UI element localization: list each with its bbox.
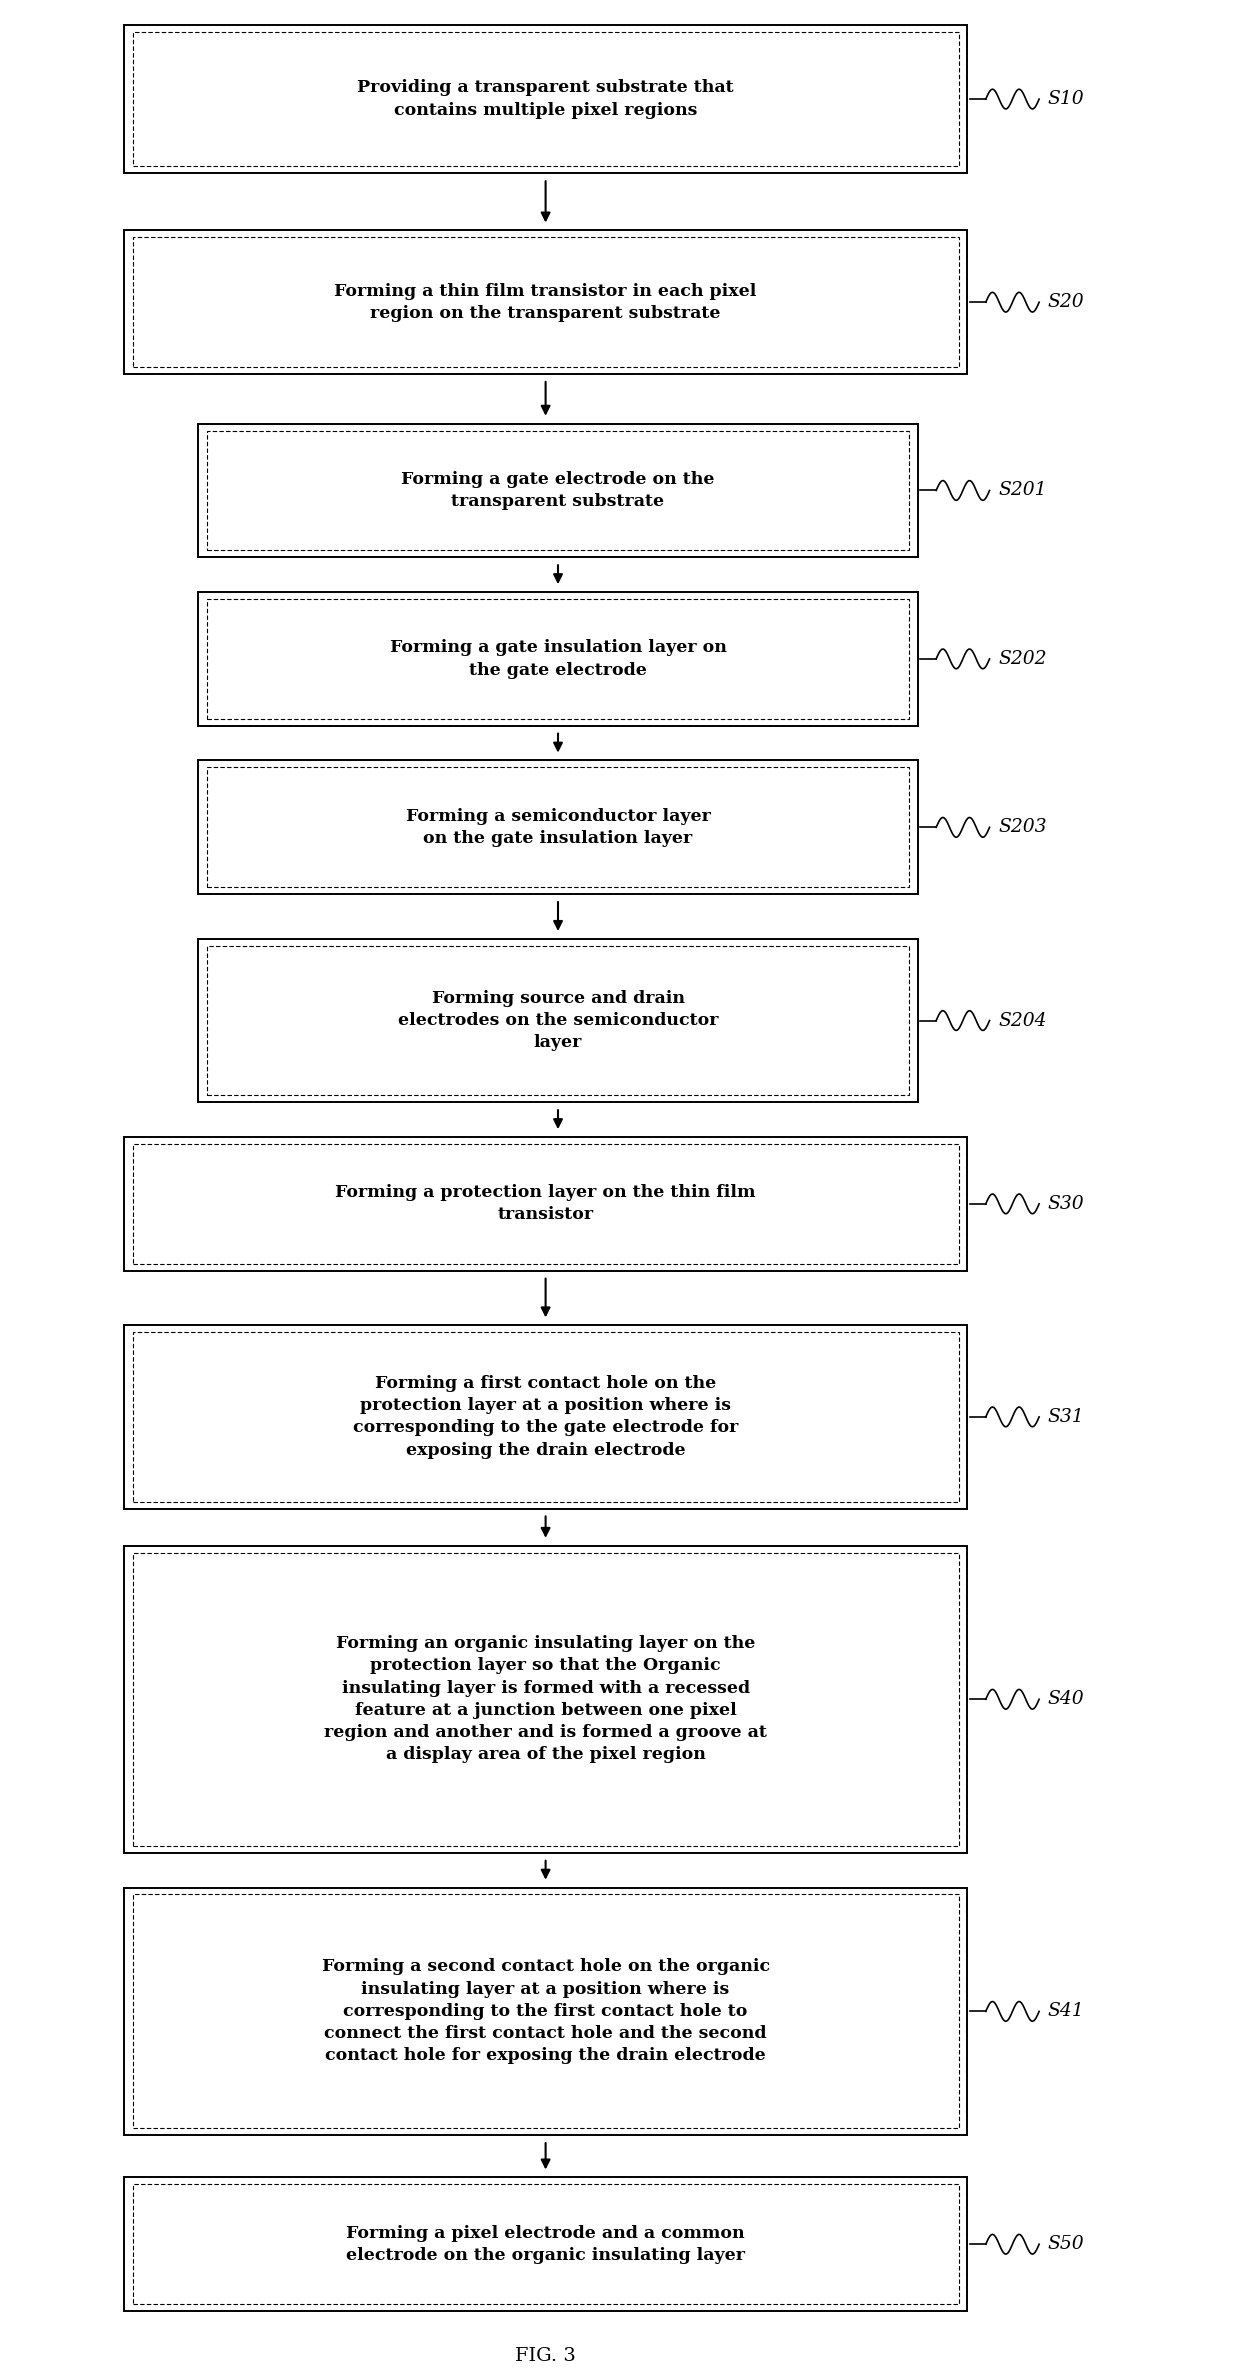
Bar bbox=[124, 24, 967, 174]
Bar bbox=[133, 1895, 959, 2128]
Bar bbox=[207, 430, 909, 549]
Text: S50: S50 bbox=[1048, 2235, 1085, 2254]
Text: S30: S30 bbox=[1048, 1194, 1085, 1213]
Text: Providing a transparent substrate that
contains multiple pixel regions: Providing a transparent substrate that c… bbox=[357, 78, 734, 119]
Bar bbox=[124, 1888, 967, 2135]
Bar bbox=[133, 238, 959, 366]
Text: Forming a first contact hole on the
protection layer at a position where is
corr: Forming a first contact hole on the prot… bbox=[353, 1374, 738, 1458]
Text: Forming a protection layer on the thin film
transistor: Forming a protection layer on the thin f… bbox=[335, 1184, 756, 1222]
Text: S20: S20 bbox=[1048, 292, 1085, 312]
Text: Forming an organic insulating layer on the
protection layer so that the Organic
: Forming an organic insulating layer on t… bbox=[324, 1636, 768, 1762]
Text: Forming a second contact hole on the organic
insulating layer at a position wher: Forming a second contact hole on the org… bbox=[321, 1959, 770, 2064]
Bar bbox=[198, 592, 918, 725]
Text: Forming source and drain
electrodes on the semiconductor
layer: Forming source and drain electrodes on t… bbox=[398, 989, 718, 1051]
Bar bbox=[124, 2178, 967, 2311]
Text: S202: S202 bbox=[998, 649, 1047, 668]
Text: S204: S204 bbox=[998, 1011, 1047, 1030]
Text: Forming a pixel electrode and a common
electrode on the organic insulating layer: Forming a pixel electrode and a common e… bbox=[346, 2226, 745, 2264]
Bar bbox=[133, 1144, 959, 1263]
Bar bbox=[124, 1137, 967, 1270]
Bar bbox=[124, 1325, 967, 1508]
Text: Forming a semiconductor layer
on the gate insulation layer: Forming a semiconductor layer on the gat… bbox=[405, 809, 711, 847]
Text: S31: S31 bbox=[1048, 1408, 1085, 1427]
Bar bbox=[133, 2185, 959, 2304]
Text: Forming a gate electrode on the
transparent substrate: Forming a gate electrode on the transpar… bbox=[402, 471, 714, 509]
Text: FIG. 3: FIG. 3 bbox=[515, 2347, 577, 2366]
Bar bbox=[207, 768, 909, 887]
Bar bbox=[133, 1332, 959, 1501]
Bar bbox=[124, 231, 967, 373]
Text: S10: S10 bbox=[1048, 90, 1085, 107]
Bar bbox=[207, 946, 909, 1096]
Bar bbox=[133, 1553, 959, 1845]
Bar bbox=[198, 939, 918, 1103]
Bar bbox=[207, 599, 909, 718]
Bar bbox=[198, 761, 918, 894]
Bar bbox=[124, 1546, 967, 1852]
Bar bbox=[133, 31, 959, 166]
Bar bbox=[198, 423, 918, 556]
Text: S203: S203 bbox=[998, 818, 1047, 837]
Text: Forming a thin film transistor in each pixel
region on the transparent substrate: Forming a thin film transistor in each p… bbox=[335, 283, 756, 321]
Text: S40: S40 bbox=[1048, 1691, 1085, 1707]
Text: S41: S41 bbox=[1048, 2002, 1085, 2021]
Text: Forming a gate insulation layer on
the gate electrode: Forming a gate insulation layer on the g… bbox=[389, 640, 727, 678]
Text: S201: S201 bbox=[998, 480, 1047, 499]
